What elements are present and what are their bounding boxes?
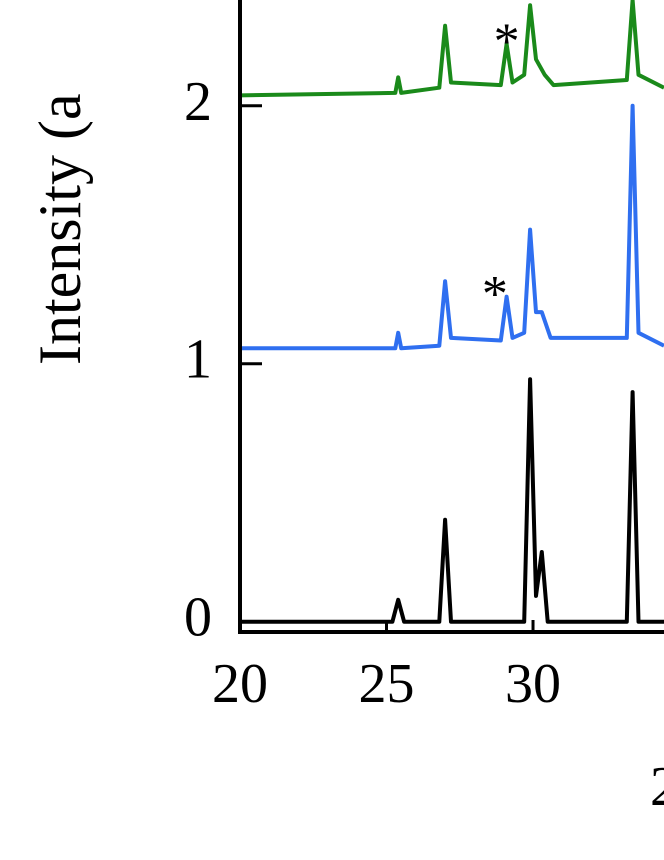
x-tick-label: 30 — [505, 653, 561, 715]
annotation: * — [482, 266, 508, 323]
y-axis-label: Intensity (a — [27, 93, 93, 365]
x-tick-label: 25 — [359, 653, 415, 715]
series-line — [239, 0, 664, 98]
y-tick-label: 2 — [184, 71, 212, 133]
y-tick-label: 1 — [184, 329, 212, 391]
series-line — [240, 103, 664, 351]
series-line — [240, 377, 664, 624]
x-axis-label: 2 — [650, 756, 664, 818]
y-tick-label: 0 — [184, 587, 212, 649]
annotation: * — [494, 13, 520, 70]
x-tick-label: 20 — [212, 653, 268, 715]
